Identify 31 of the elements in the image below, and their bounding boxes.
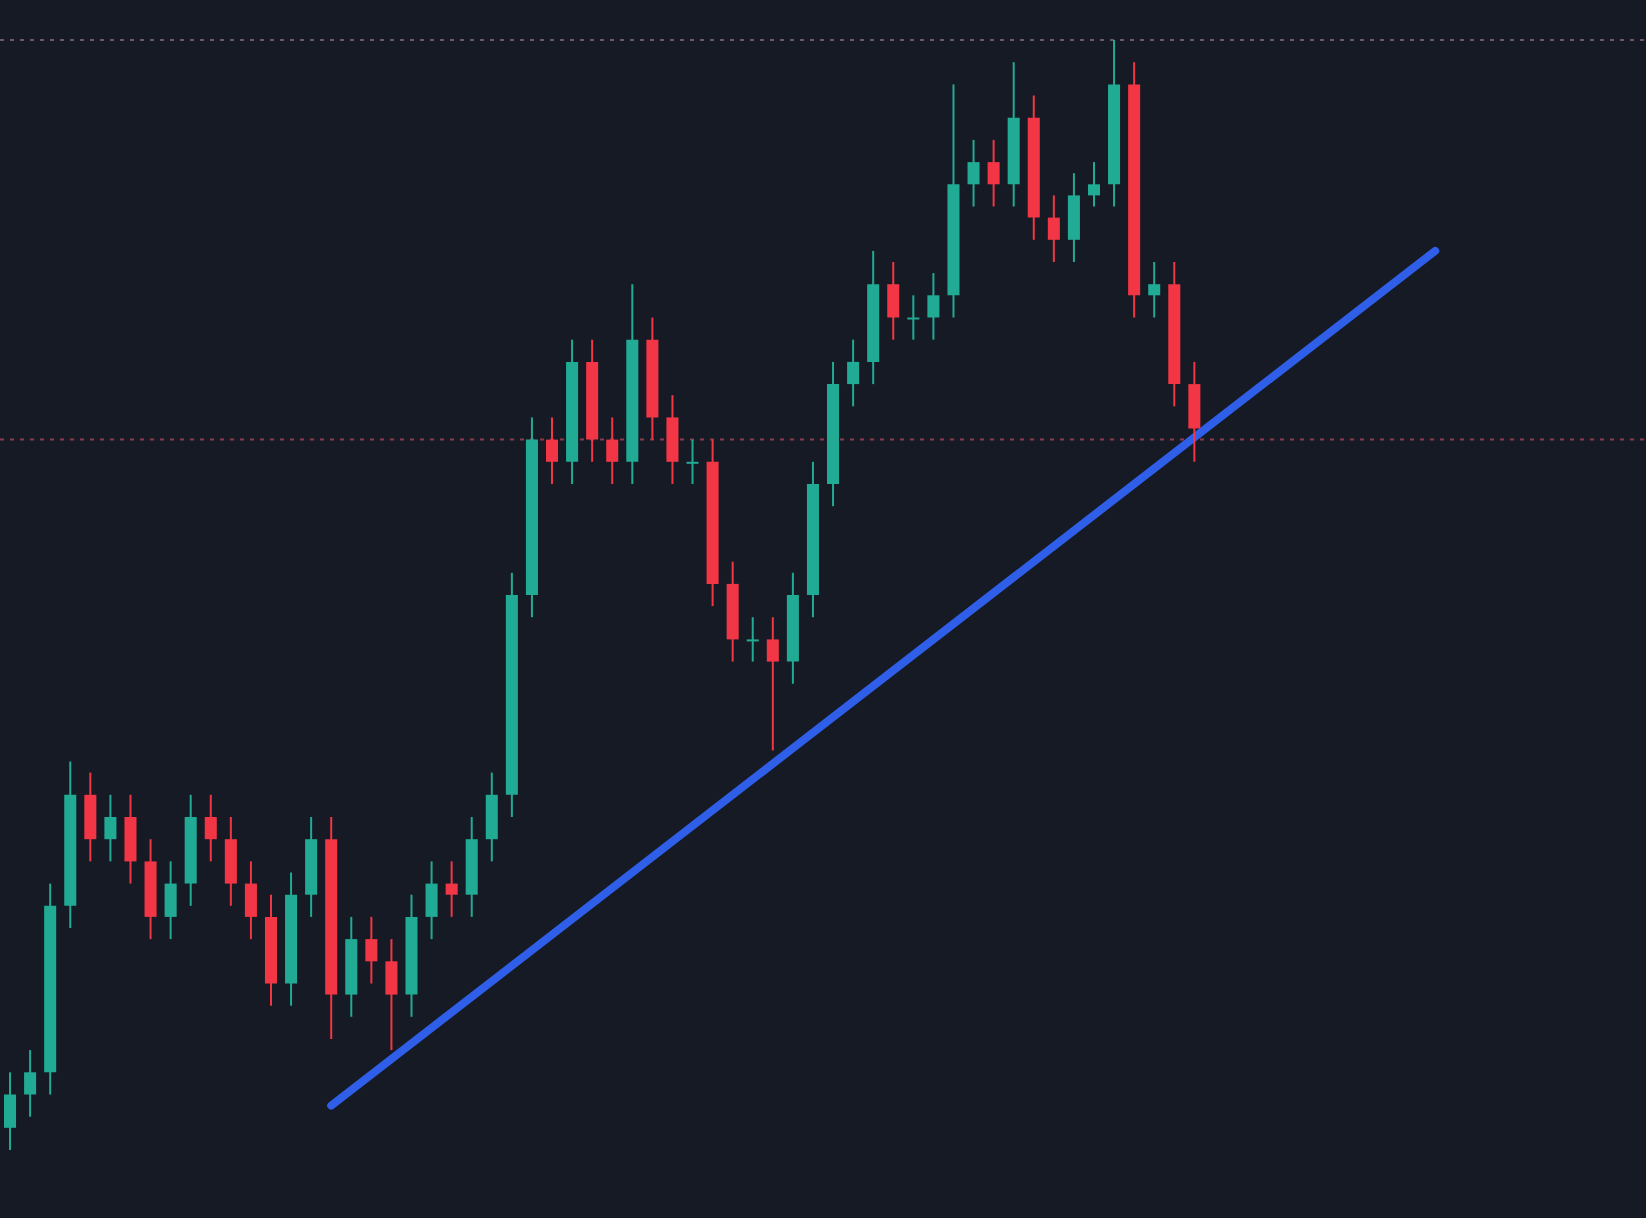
candlestick — [104, 793, 117, 863]
candlestick — [987, 138, 1000, 208]
candlestick — [1148, 261, 1161, 319]
candlestick — [365, 915, 378, 985]
candlestick — [445, 860, 458, 918]
candlestick — [24, 1049, 37, 1118]
candlestick — [1067, 172, 1080, 263]
candlestick — [164, 860, 177, 941]
candlestick — [1188, 360, 1201, 463]
candlestick — [1047, 194, 1060, 263]
candlestick — [224, 816, 237, 907]
candlestick — [847, 338, 860, 408]
candlestick — [746, 616, 759, 663]
candlestick — [927, 272, 940, 341]
candlestick — [84, 771, 97, 863]
candlestick — [686, 438, 699, 485]
candlestick — [967, 138, 980, 208]
candlestick — [4, 1071, 17, 1151]
candlestick — [545, 416, 559, 485]
candlestick — [766, 616, 779, 752]
candlestick — [124, 793, 137, 885]
candlestick — [485, 771, 498, 863]
candlestick — [204, 793, 217, 863]
candlestick — [887, 261, 900, 341]
candlestick — [907, 294, 920, 341]
candlestick — [425, 860, 438, 941]
candlestick — [385, 938, 398, 1052]
candlestick — [666, 394, 679, 485]
candlestick — [244, 860, 257, 941]
candlestick — [1087, 161, 1101, 208]
candlestick — [606, 416, 619, 485]
